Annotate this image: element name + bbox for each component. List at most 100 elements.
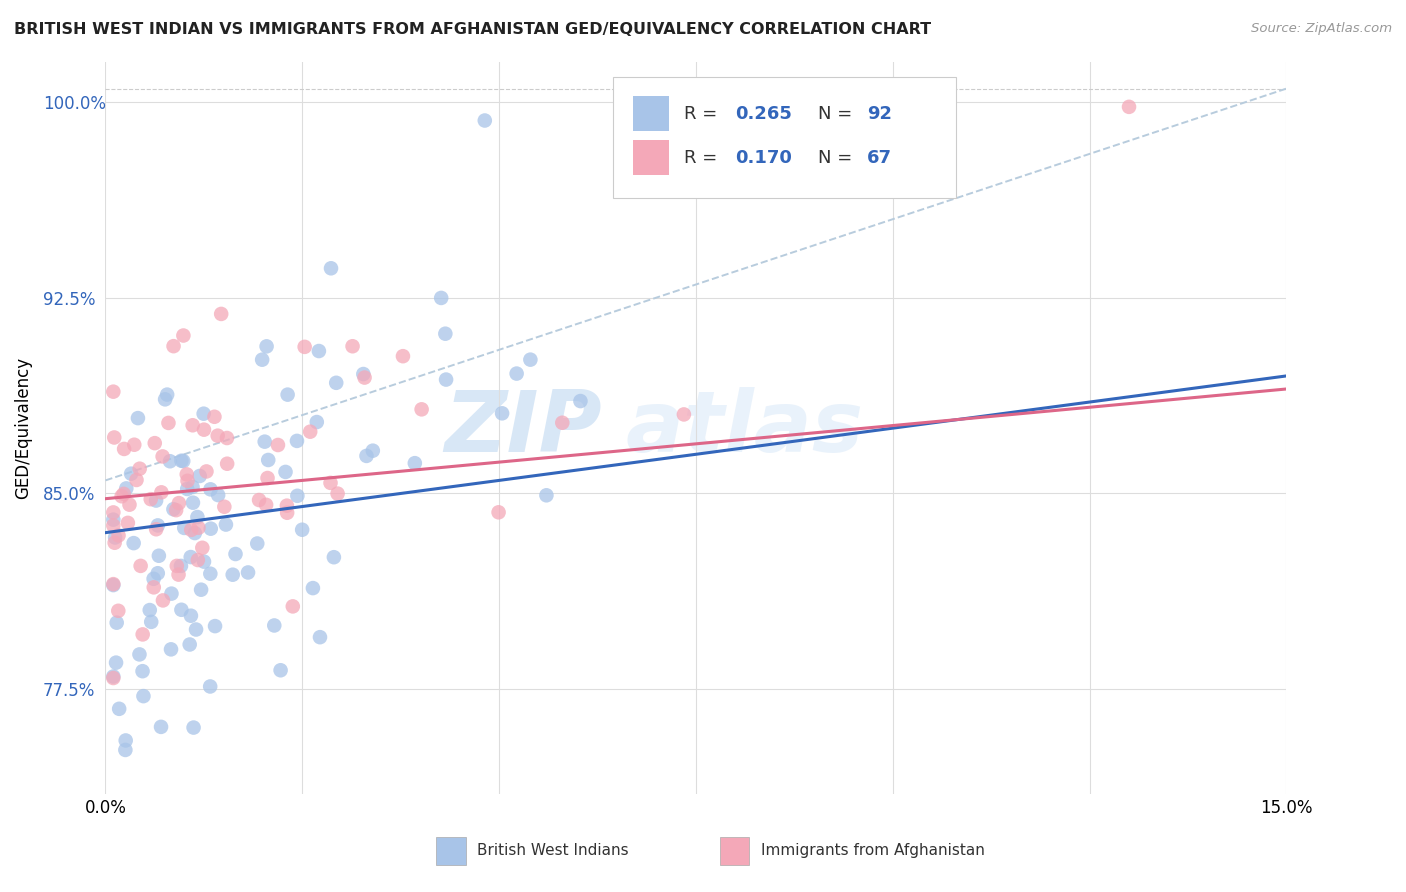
Point xyxy=(176,474,198,488)
Point xyxy=(356,449,378,463)
Point xyxy=(254,498,277,512)
Point xyxy=(107,528,129,542)
Point xyxy=(491,406,513,420)
Point xyxy=(112,487,135,501)
Point xyxy=(209,307,232,321)
Point xyxy=(125,473,148,487)
Point xyxy=(246,536,269,550)
Point xyxy=(302,581,325,595)
Point xyxy=(207,488,229,502)
Point xyxy=(285,434,308,448)
Point xyxy=(309,630,332,644)
Point xyxy=(214,500,236,514)
Point xyxy=(434,373,457,387)
Text: Immigrants from Afghanistan: Immigrants from Afghanistan xyxy=(761,843,984,858)
Point xyxy=(404,456,426,470)
Point xyxy=(198,680,221,694)
Point xyxy=(141,615,163,629)
Point xyxy=(430,291,453,305)
Point xyxy=(200,566,222,581)
Point xyxy=(103,513,125,527)
Point xyxy=(148,549,170,563)
FancyBboxPatch shape xyxy=(436,837,465,865)
Point xyxy=(129,558,152,573)
Point xyxy=(132,689,155,703)
Point xyxy=(117,516,139,530)
Point xyxy=(131,664,153,678)
Point xyxy=(411,402,433,417)
Text: British West Indians: British West Indians xyxy=(478,843,628,858)
Point xyxy=(353,370,375,384)
Point xyxy=(172,454,194,468)
Point xyxy=(131,627,153,641)
Point xyxy=(325,376,347,390)
Point xyxy=(167,567,190,582)
Point xyxy=(181,418,204,433)
Point xyxy=(104,531,127,545)
Point xyxy=(200,522,222,536)
Point xyxy=(215,431,238,445)
Point xyxy=(179,638,201,652)
Point xyxy=(326,486,349,500)
Point xyxy=(672,408,695,422)
Point xyxy=(551,416,574,430)
Point xyxy=(127,411,149,425)
Text: atlas: atlas xyxy=(626,386,863,470)
Point xyxy=(207,428,229,442)
Point xyxy=(195,465,218,479)
Point xyxy=(139,603,162,617)
Point xyxy=(236,566,259,580)
Point xyxy=(103,671,125,685)
Text: N =: N = xyxy=(818,104,858,122)
Point xyxy=(165,503,187,517)
Text: ZIP: ZIP xyxy=(444,386,602,470)
Point xyxy=(145,522,167,536)
Point xyxy=(105,615,128,630)
Point xyxy=(122,536,145,550)
Point xyxy=(111,489,134,503)
Point xyxy=(103,669,125,683)
Point xyxy=(160,642,183,657)
Point xyxy=(276,499,298,513)
Point xyxy=(142,572,165,586)
Text: 67: 67 xyxy=(868,149,893,167)
Point xyxy=(173,521,195,535)
Point xyxy=(183,721,205,735)
Point xyxy=(184,526,207,541)
Point xyxy=(181,480,204,494)
Point xyxy=(257,453,280,467)
Point xyxy=(103,430,125,444)
Point xyxy=(146,518,169,533)
Point xyxy=(291,523,314,537)
Point xyxy=(256,339,278,353)
Text: Source: ZipAtlas.com: Source: ZipAtlas.com xyxy=(1251,22,1392,36)
Point xyxy=(103,578,125,592)
Point xyxy=(392,349,415,363)
Point xyxy=(152,593,174,607)
Point xyxy=(519,352,541,367)
Point xyxy=(115,482,138,496)
Point xyxy=(256,471,278,485)
Point xyxy=(104,535,127,549)
Point xyxy=(143,436,166,450)
Point xyxy=(176,482,198,496)
Point xyxy=(180,523,202,537)
Point xyxy=(434,326,457,341)
Point xyxy=(172,328,194,343)
Point xyxy=(263,618,285,632)
Point xyxy=(103,384,125,399)
Point xyxy=(103,518,125,533)
Point xyxy=(170,603,193,617)
Point xyxy=(308,344,330,359)
FancyBboxPatch shape xyxy=(633,140,669,175)
Point xyxy=(103,505,125,519)
Point xyxy=(636,183,658,197)
Point xyxy=(204,409,226,424)
Point xyxy=(186,510,208,524)
Text: 0.265: 0.265 xyxy=(735,104,792,122)
Point xyxy=(145,493,167,508)
Point xyxy=(342,339,364,353)
Point xyxy=(187,521,209,535)
Point xyxy=(107,604,129,618)
Point xyxy=(270,663,292,677)
